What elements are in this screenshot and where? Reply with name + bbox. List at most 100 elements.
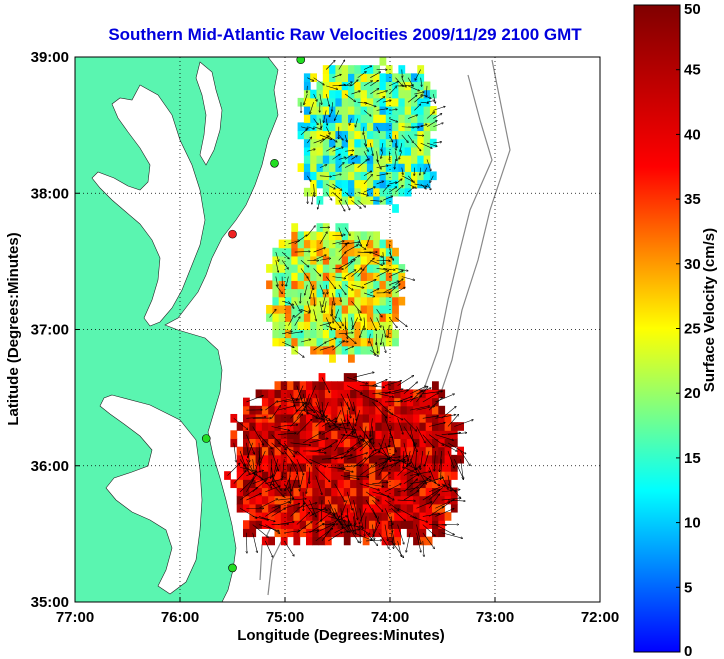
velocity-arrow — [338, 252, 346, 261]
velocity-arrow — [376, 268, 387, 269]
velocity-arrow — [403, 382, 418, 395]
velocity-cell — [280, 487, 288, 497]
velocity-arrow — [421, 77, 422, 87]
velocity-cell — [375, 397, 383, 407]
velocity-arrow — [420, 142, 433, 148]
velocity-arrow — [382, 268, 395, 270]
velocity-cell — [419, 463, 427, 472]
velocity-arrow — [447, 475, 451, 492]
velocity-arrow — [433, 142, 442, 144]
velocity-arrow — [258, 499, 278, 509]
velocity-arrow — [378, 442, 389, 460]
station-marker — [270, 158, 279, 168]
velocity-arrow — [265, 486, 280, 493]
velocity-arrow — [315, 401, 323, 417]
velocity-cell — [366, 280, 374, 290]
velocity-arrow — [346, 508, 349, 526]
velocity-arrow — [340, 516, 350, 532]
velocity-arrow — [335, 309, 340, 318]
velocity-arrow — [395, 77, 403, 86]
velocity-arrow — [246, 532, 247, 553]
velocity-cell — [337, 495, 345, 505]
velocity-arrow — [441, 498, 461, 501]
velocity-cell — [354, 280, 362, 290]
velocity-cell — [381, 479, 389, 489]
velocity-cell — [318, 381, 326, 390]
velocity-arrow — [326, 134, 337, 142]
velocity-cell — [291, 288, 299, 298]
velocity-cell — [419, 405, 427, 415]
velocity-arrow — [395, 159, 396, 169]
velocity-cell — [291, 329, 299, 339]
velocity-arrow — [302, 393, 308, 415]
velocity-cell — [322, 179, 330, 189]
velocity-arrow — [239, 479, 253, 493]
velocity-arrow — [326, 118, 327, 126]
velocity-cell — [303, 130, 311, 140]
velocity-cell — [329, 130, 336, 140]
velocity-cell — [312, 487, 320, 497]
velocity-cell — [306, 413, 313, 423]
velocity-cell — [379, 106, 387, 115]
velocity-cell — [306, 381, 313, 390]
velocity-cell — [354, 163, 362, 172]
velocity-arrow — [409, 426, 414, 446]
velocity-cell — [394, 389, 401, 399]
velocity-cell — [261, 503, 269, 513]
velocity-cell — [285, 296, 292, 306]
velocity-cell — [329, 296, 336, 306]
velocity-cell — [369, 487, 376, 497]
velocity-cell — [335, 345, 343, 355]
velocity-cell — [373, 138, 380, 148]
velocity-arrow — [332, 292, 335, 305]
velocity-cell — [322, 155, 330, 164]
velocity-cell — [366, 122, 374, 132]
velocity-cell — [379, 304, 387, 314]
velocity-arrow — [378, 457, 390, 476]
velocity-cell — [230, 479, 238, 489]
velocity-arrow — [420, 102, 429, 103]
velocity-arrow — [313, 292, 315, 306]
velocity-arrow — [332, 235, 346, 236]
velocity-arrow — [283, 450, 296, 466]
velocity-cell — [417, 130, 425, 140]
velocity-cell — [318, 438, 326, 448]
velocity-cell — [392, 89, 399, 99]
velocity-cell — [362, 528, 370, 538]
velocity-arrow — [338, 60, 345, 70]
velocity-cell — [291, 255, 299, 265]
velocity-cell — [398, 187, 406, 197]
velocity-arrow — [269, 309, 277, 318]
x-tick-label: 75:00 — [266, 609, 304, 626]
velocity-arrow — [370, 341, 375, 356]
velocity-cell — [444, 512, 452, 521]
velocity-cell — [331, 487, 338, 497]
velocity-arrow — [433, 106, 445, 111]
velocity-cell — [306, 422, 313, 431]
velocity-cell — [272, 296, 280, 306]
velocity-cell — [360, 272, 368, 281]
velocity-arrow — [315, 513, 331, 525]
velocity-cell — [299, 520, 307, 529]
velocity-arrow — [332, 317, 342, 328]
velocity-cell — [419, 528, 427, 538]
velocity-cell — [255, 495, 263, 505]
velocity-cell — [272, 313, 280, 322]
velocity-cell — [356, 512, 364, 521]
colorbar: 0 5 10 15 20 25 30 35 40 45 50 Surface Velocity (c… — [633, 1, 718, 659]
velocity-cell — [411, 163, 418, 172]
velocity-cell — [322, 231, 330, 241]
velocity-arrow — [319, 323, 331, 326]
velocity-cell — [360, 304, 368, 314]
velocity-cell — [293, 495, 301, 505]
velocity-cell — [392, 272, 399, 281]
velocity-arrow — [351, 317, 353, 327]
velocity-arrow — [246, 434, 254, 454]
velocity-cell — [278, 313, 286, 322]
velocity-arrow — [397, 500, 416, 501]
velocity-arrow — [363, 187, 375, 193]
velocity-arrow — [334, 410, 342, 425]
velocity-cell — [312, 536, 320, 546]
velocity-arrow — [435, 415, 455, 419]
velocity-cell — [243, 520, 250, 529]
